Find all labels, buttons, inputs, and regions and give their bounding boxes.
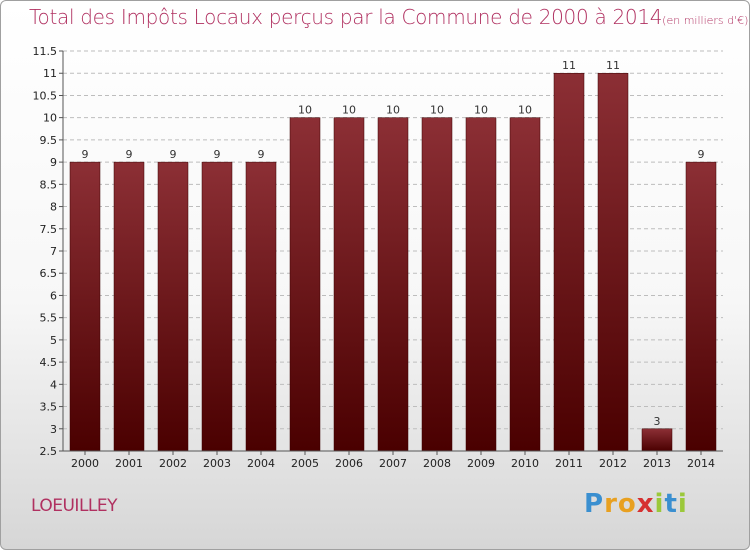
bar[interactable] <box>421 117 453 452</box>
x-tick-label: 2004 <box>247 457 275 470</box>
bar[interactable] <box>553 72 585 452</box>
bar-value-label: 3 <box>654 415 661 428</box>
x-axis: 2000 2001 2002 2003 2004 2005 2006 2007 2008 2009… <box>63 450 723 470</box>
logo-letter: o <box>617 489 637 519</box>
y-tick-label: 7 <box>50 245 57 258</box>
logo-letter: i <box>654 489 665 519</box>
chart-title-main: Total des Impôts Locaux perçus par la Co… <box>29 5 663 29</box>
x-tick-label: 2009 <box>467 457 495 470</box>
proxiti-logo[interactable]: Proxiti <box>584 489 688 519</box>
bar[interactable] <box>685 161 717 452</box>
bar-value-label: 10 <box>386 104 400 117</box>
logo-letter: i <box>677 489 688 519</box>
y-tick-label: 5.5 <box>40 312 58 325</box>
y-tick-label: 4 <box>50 378 57 391</box>
x-tick-label: 2007 <box>379 457 407 470</box>
bar[interactable] <box>69 161 101 452</box>
y-tick-label: 2.5 <box>40 445 58 458</box>
x-tick-label: 2005 <box>291 457 319 470</box>
x-tick-label: 2013 <box>643 457 671 470</box>
y-tick-label: 9 <box>50 156 57 169</box>
bar-value-label: 9 <box>170 148 177 161</box>
bar-value-label: 9 <box>82 148 89 161</box>
bar-value-label: 9 <box>698 148 705 161</box>
bar-value-label: 9 <box>214 148 221 161</box>
x-tick-label: 2006 <box>335 457 363 470</box>
x-tick-label: 2001 <box>115 457 143 470</box>
bar-value-label: 10 <box>474 104 488 117</box>
x-tick-label: 2002 <box>159 457 187 470</box>
y-tick-label: 7.5 <box>40 223 58 236</box>
bar-value-label: 9 <box>258 148 265 161</box>
y-tick-label: 11.5 <box>33 45 58 58</box>
y-tick-label: 3.5 <box>40 401 58 414</box>
bar[interactable] <box>509 117 541 452</box>
y-tick-label: 5 <box>50 334 57 347</box>
bar[interactable] <box>201 161 233 452</box>
bar-value-label: 10 <box>342 104 356 117</box>
logo-letter: P <box>584 489 605 519</box>
bar[interactable] <box>245 161 277 452</box>
bar[interactable] <box>641 428 673 452</box>
x-tick-label: 2012 <box>599 457 627 470</box>
bar-value-label: 10 <box>298 104 312 117</box>
bar[interactable] <box>157 161 189 452</box>
y-tick-label: 11 <box>43 67 57 80</box>
y-tick-label: 10.5 <box>33 89 58 102</box>
y-tick-label: 8 <box>50 201 57 214</box>
bar[interactable] <box>289 117 321 452</box>
bar-value-label: 10 <box>518 104 532 117</box>
x-tick-label: 2014 <box>687 457 715 470</box>
logo-letter: t <box>664 489 678 519</box>
commune-name: LOEUILLEY <box>31 496 118 516</box>
y-tick-label: 8.5 <box>40 178 58 191</box>
bar[interactable] <box>465 117 497 452</box>
y-tick-label: 9.5 <box>40 134 58 147</box>
bar[interactable] <box>377 117 409 452</box>
bar[interactable] <box>597 72 629 452</box>
y-tick-label: 4.5 <box>40 356 58 369</box>
bar[interactable] <box>333 117 365 452</box>
y-tick-label: 6 <box>50 289 57 302</box>
logo-letter: r <box>604 489 618 519</box>
bar-value-label: 11 <box>606 59 620 72</box>
bar-value-label: 11 <box>562 59 576 72</box>
x-tick-label: 2011 <box>555 457 583 470</box>
y-tick-label: 10 <box>43 112 57 125</box>
y-tick-label: 6.5 <box>40 267 58 280</box>
x-tick-label: 2008 <box>423 457 451 470</box>
y-axis: 2.5 3 3.5 4 4.5 5 5.5 6 6.5 7 7.5 8 8.5 9 9.5 10 10.5 11 1… <box>33 45 64 458</box>
logo-letter: x <box>636 489 655 519</box>
x-tick-label: 2003 <box>203 457 231 470</box>
chart-title: Total des Impôts Locaux perçus par la Co… <box>29 5 748 29</box>
bar[interactable] <box>113 161 145 452</box>
x-tick-label: 2010 <box>511 457 539 470</box>
chart-title-unit: (en milliers d'€) <box>662 14 749 27</box>
bar-value-label: 10 <box>430 104 444 117</box>
y-tick-label: 3 <box>50 423 57 436</box>
x-tick-label: 2000 <box>71 457 99 470</box>
bar-value-label: 9 <box>126 148 133 161</box>
bars: 9 9 9 9 9 10 10 10 10 10 10 11 11 3 9 <box>69 59 717 452</box>
